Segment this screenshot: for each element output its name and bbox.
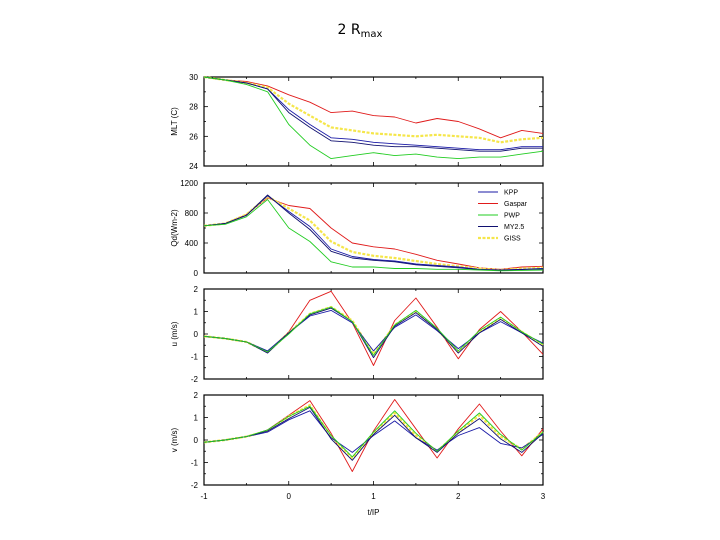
v-ylabel: v (m/s) xyxy=(170,427,179,452)
v-ytick-label: 0 xyxy=(194,436,199,445)
heat-series-pwp xyxy=(203,199,544,272)
heat-series-gaspar xyxy=(203,197,544,270)
heat-ytick-label: 800 xyxy=(185,209,199,218)
mlt-ytick-label: 24 xyxy=(189,162,198,171)
legend-label-my25: MY2.5 xyxy=(504,224,524,231)
mlt-series-my25 xyxy=(203,76,543,152)
u-ytick-label: -1 xyxy=(191,353,199,362)
x-axis-label: t/IP xyxy=(367,508,379,517)
v-series-pwp xyxy=(203,405,544,458)
mlt-ytick-label: 30 xyxy=(189,73,198,82)
x-tick-label: 1 xyxy=(371,492,376,501)
heat-series-giss xyxy=(203,195,544,272)
u-ytick-label: 0 xyxy=(194,330,199,339)
legend-label-giss: GISS xyxy=(504,236,521,243)
u-series-my25 xyxy=(203,307,544,359)
heat-ytick-label: 400 xyxy=(185,239,199,248)
mlt-ytick-label: 28 xyxy=(189,103,198,112)
heat-ylabel: Qd(Wm-2) xyxy=(170,209,179,247)
v-panel-frame xyxy=(203,394,544,486)
slide-title: 2 Rmax xyxy=(0,22,720,40)
v-series-my25 xyxy=(203,406,544,461)
legend-label-gaspar: Gaspar xyxy=(504,201,528,208)
mlt-ylabel: MLT (C) xyxy=(170,107,179,136)
heat-ytick-label: 1200 xyxy=(180,179,198,188)
u-ytick-label: 1 xyxy=(194,308,199,317)
v-series-giss xyxy=(203,404,544,460)
v-ytick-label: -1 xyxy=(191,459,199,468)
v-series-kpp xyxy=(203,410,544,453)
x-tick-label: 2 xyxy=(456,492,461,501)
heat-ytick-label: 0 xyxy=(194,269,199,278)
u-series-gaspar xyxy=(203,290,544,366)
v-ytick-label: 2 xyxy=(194,391,199,400)
mlt-ytick-label: 26 xyxy=(189,132,198,141)
u-series-pwp xyxy=(203,306,544,356)
v-ytick-label: 1 xyxy=(194,414,199,423)
mlt-series-kpp xyxy=(203,76,543,151)
u-ytick-label: -2 xyxy=(191,375,199,384)
title-subscript: max xyxy=(360,29,383,40)
u-series-giss xyxy=(203,305,544,356)
u-ytick-label: 2 xyxy=(194,285,199,294)
legend-label-kpp: KPP xyxy=(504,190,518,197)
u-ylabel: u (m/s) xyxy=(170,321,179,346)
u-series-kpp xyxy=(203,309,544,352)
x-tick-label: -1 xyxy=(200,492,208,501)
x-tick-label: 3 xyxy=(541,492,546,501)
x-tick-label: 0 xyxy=(287,492,292,501)
v-ytick-label: -2 xyxy=(191,481,199,490)
legend-label-pwp: PWP xyxy=(504,213,520,220)
title-main: 2 R xyxy=(337,22,361,38)
mlt-series-pwp xyxy=(203,76,544,160)
mlt-series-giss xyxy=(203,75,544,144)
mlt-series-gaspar xyxy=(203,76,544,139)
